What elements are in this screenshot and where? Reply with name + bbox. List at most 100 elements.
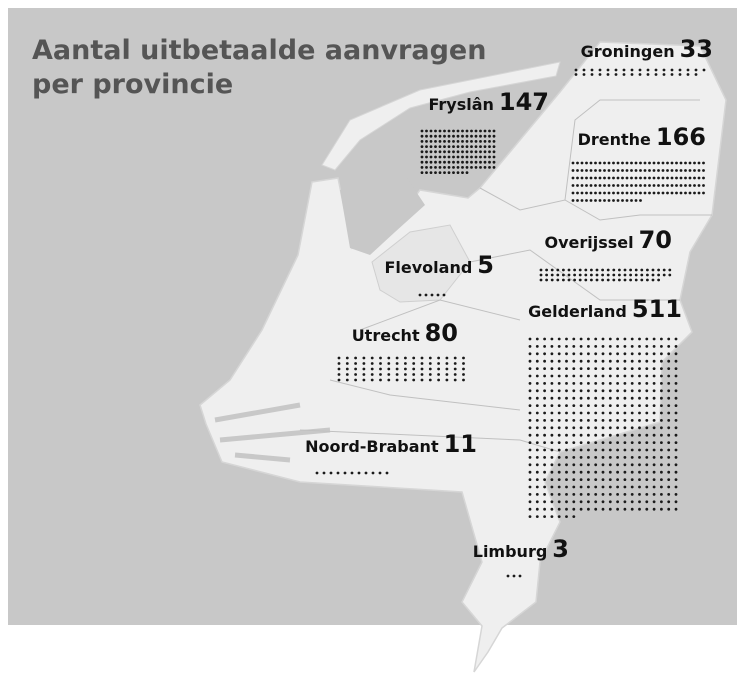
dot: [428, 373, 432, 376]
dot: [565, 448, 568, 452]
dot: [438, 150, 442, 154]
dot: [584, 278, 588, 282]
dot: [424, 293, 428, 297]
dot: [660, 485, 663, 489]
dot: [465, 171, 469, 175]
dot: [590, 68, 594, 72]
dot: [550, 367, 554, 370]
dot: [572, 382, 576, 385]
dot: [630, 426, 634, 430]
dot: [697, 169, 701, 172]
dot: [528, 419, 532, 422]
dot: [483, 145, 487, 149]
dot: [447, 134, 451, 138]
dot: [648, 176, 651, 180]
dot: [456, 155, 460, 159]
dot: [543, 441, 546, 444]
dot: [630, 169, 633, 172]
dot: [645, 448, 649, 452]
dot: [608, 448, 612, 452]
dot: [652, 367, 656, 370]
dot: [379, 367, 382, 371]
dot-grid: [420, 129, 496, 175]
dot: [621, 161, 624, 165]
dot: [623, 411, 627, 415]
dot: [601, 382, 605, 385]
dot: [608, 359, 612, 363]
dot: [616, 411, 619, 415]
dot: [567, 273, 571, 277]
dot: [557, 493, 561, 496]
dot: [387, 367, 391, 371]
dot: [601, 419, 605, 422]
dot-grid: [574, 68, 706, 76]
dot: [643, 176, 647, 180]
dot: [456, 160, 460, 164]
dot: [461, 160, 464, 164]
dot: [638, 352, 641, 356]
dot: [573, 273, 576, 277]
dot: [651, 278, 655, 282]
dot: [594, 485, 598, 489]
dot: [630, 68, 634, 72]
dot: [679, 191, 683, 195]
dot: [550, 441, 554, 444]
dot: [579, 396, 583, 400]
dot: [616, 426, 619, 430]
dot: [630, 500, 634, 504]
dot: [607, 161, 611, 165]
dot: [652, 507, 656, 511]
dot: [660, 478, 663, 481]
dot: [579, 463, 583, 467]
dot: [612, 199, 615, 202]
province-label: Fryslân 147: [428, 88, 549, 116]
dot: [470, 155, 473, 159]
dot: [623, 478, 627, 481]
dot: [654, 73, 658, 76]
dot: [667, 359, 671, 363]
dot: [550, 268, 554, 272]
dot: [646, 273, 649, 277]
dot: [616, 396, 619, 400]
dot: [470, 150, 473, 154]
dot: [684, 191, 687, 195]
dot: [447, 150, 451, 154]
dot: [608, 352, 612, 356]
dot: [443, 140, 446, 143]
dot: [387, 356, 391, 360]
dot: [479, 160, 482, 164]
dot: [565, 359, 568, 363]
dot: [571, 191, 575, 195]
dot: [557, 374, 561, 378]
dot: [387, 378, 391, 382]
dot: [639, 169, 642, 172]
dot: [443, 134, 446, 138]
dot: [587, 337, 590, 341]
dot: [594, 161, 597, 165]
dot: [612, 184, 615, 187]
dot: [660, 374, 663, 378]
dot: [329, 471, 333, 475]
dot: [420, 356, 424, 360]
dot: [506, 574, 510, 578]
dot: [594, 352, 598, 356]
dot: [576, 169, 579, 172]
dot: [456, 145, 460, 149]
dot: [572, 374, 576, 378]
dot: [434, 155, 437, 159]
dot: [666, 161, 669, 165]
dot: [557, 433, 561, 437]
dot: [447, 160, 451, 164]
dot: [674, 507, 678, 511]
dot: [557, 382, 561, 385]
dot: [667, 337, 671, 341]
dot: [674, 433, 678, 437]
dot: [535, 500, 539, 504]
dot: [550, 352, 554, 356]
dot: [535, 426, 539, 430]
dot: [420, 129, 424, 133]
dot: [657, 273, 660, 277]
dot: [461, 134, 464, 138]
dot: [652, 448, 656, 452]
dot: [639, 176, 642, 180]
